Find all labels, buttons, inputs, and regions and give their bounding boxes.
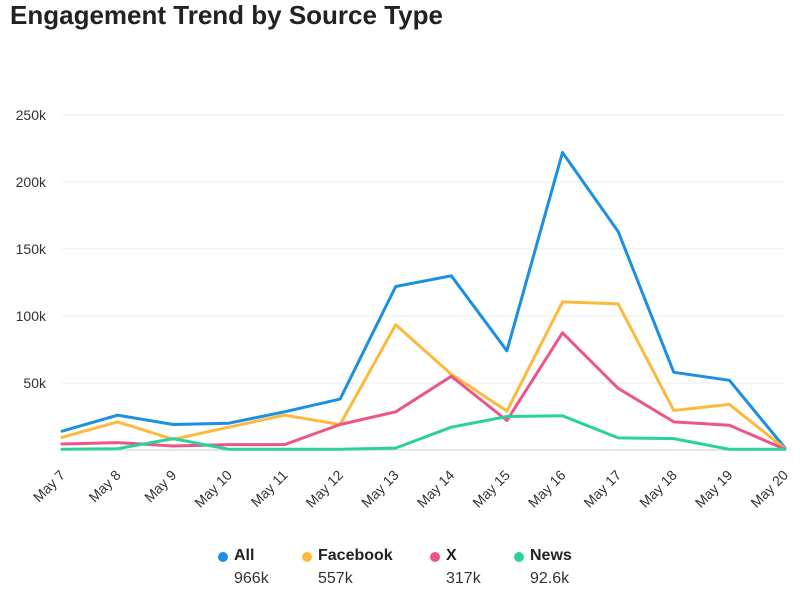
x-axis-tick-labels: May 7 May 8 May 9 May 10 May 11 May 12 May 13 M… xyxy=(30,467,791,511)
y-axis-tick-labels: 50k 100k 150k 200k 250k xyxy=(16,107,47,391)
series-line-all[interactable] xyxy=(60,151,787,450)
x-tick-label-may-18: May 18 xyxy=(636,467,680,511)
x-tick-label-may-8: May 8 xyxy=(85,467,123,505)
series-lines xyxy=(60,151,787,451)
legend-marker-news xyxy=(514,552,524,562)
legend-label-facebook: Facebook xyxy=(318,547,393,564)
legend-total-all: 966k xyxy=(234,570,269,587)
x-tick-label-may-13: May 13 xyxy=(358,467,402,511)
chart-title: Engagement Trend by Source Type xyxy=(10,0,443,30)
series-line-news[interactable] xyxy=(60,414,787,451)
x-tick-label-may-20: May 20 xyxy=(747,467,791,511)
legend-total-facebook: 557k xyxy=(318,570,353,587)
legend-label-all: All xyxy=(234,547,255,564)
series-line-x[interactable] xyxy=(60,331,787,451)
x-tick-label-may-17: May 17 xyxy=(580,467,624,511)
grid-lines xyxy=(62,114,785,384)
x-tick-label-may-15: May 15 xyxy=(469,467,513,511)
legend-marker-x xyxy=(430,552,440,562)
y-tick-label-150k: 150k xyxy=(16,241,47,257)
legend-marker-facebook xyxy=(302,552,312,562)
y-tick-label-100k: 100k xyxy=(16,308,47,324)
x-tick-label-may-7: May 7 xyxy=(30,467,68,505)
legend-total-news: 92.6k xyxy=(530,570,570,587)
legend-label-news: News xyxy=(530,547,572,564)
x-tick-label-may-16: May 16 xyxy=(525,467,569,511)
x-tick-label-may-14: May 14 xyxy=(414,467,458,511)
y-tick-label-250k: 250k xyxy=(16,107,47,123)
legend: All 966k Facebook 557k X 317k News 92.6k xyxy=(0,547,800,597)
x-tick-label-may-9: May 9 xyxy=(141,467,179,505)
series-line-facebook[interactable] xyxy=(60,300,787,451)
x-tick-label-may-12: May 12 xyxy=(302,467,346,511)
x-tick-label-may-11: May 11 xyxy=(248,467,291,510)
legend-total-x: 317k xyxy=(446,570,481,587)
y-tick-label-50k: 50k xyxy=(23,375,47,391)
legend-marker-all xyxy=(218,552,228,562)
x-tick-label-may-10: May 10 xyxy=(191,467,235,511)
x-tick-label-may-19: May 19 xyxy=(692,467,736,511)
y-tick-label-200k: 200k xyxy=(16,174,47,190)
legend-label-x: X xyxy=(446,547,457,564)
